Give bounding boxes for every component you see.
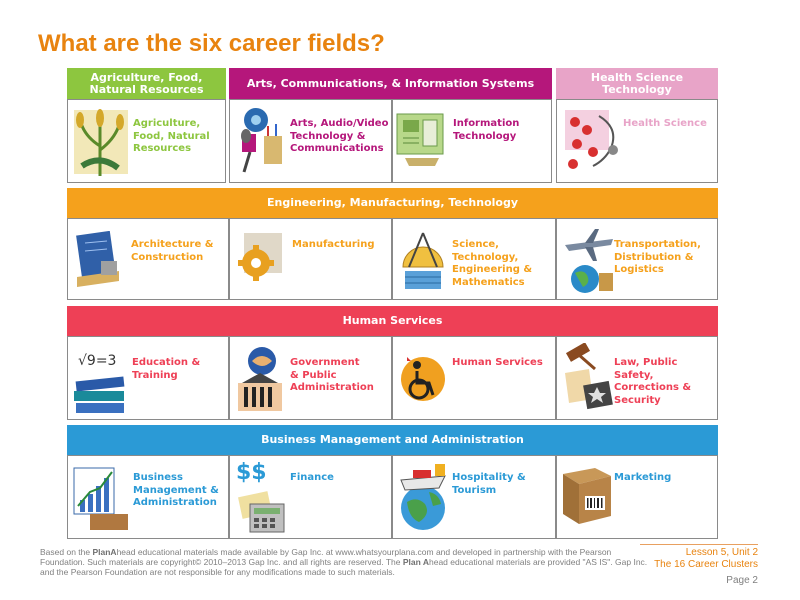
header-agriculture-label: Agriculture, Food, Natural Resources [89,70,204,96]
cluster-cell-manufacturing[interactable]: Manufacturing [229,218,392,300]
cluster-cell-law[interactable]: Law, Public Safety, Corrections & Securi… [556,336,718,420]
footer-brand-2: Plan A [402,557,429,567]
header-human-services-label: Human Services [342,314,443,327]
cluster-label-hospitality: Hospitality & Tourism [452,472,526,496]
footer-text-2: head educational materials made availabl… [40,547,612,567]
cluster-label-transportation: Transportation, Distribution & Logistics [614,239,701,275]
footer-text-3: head educational materials are provided … [40,557,648,577]
cluster-cell-finance[interactable]: $$ Finance [229,455,392,539]
footer-lesson-info: Lesson 5, Unit 2 The 16 Career Clusters [654,547,758,571]
growth-chart-icon [73,467,128,530]
gear-icon [238,233,282,281]
cluster-label-info-tech: Information Technology [453,118,520,142]
page-title: What are the six career fields? [38,30,385,57]
airplane-globe-icon [565,229,613,293]
cluster-cell-stem[interactable]: Science, Technology, Engineering & Mathe… [392,218,556,300]
cluster-label-finance: Finance [290,472,334,483]
cluster-cell-transportation[interactable]: Transportation, Distribution & Logistics [556,218,718,300]
header-agriculture: Agriculture, Food, Natural Resources [67,68,226,99]
cluster-label-marketing: Marketing [614,472,672,483]
cluster-label-architecture: Architecture & Construction [131,239,214,263]
cluster-cell-health-science[interactable]: Health Science [556,99,718,183]
cluster-label-agriculture: Agriculture, Food, Natural Resources [133,118,210,154]
page-number: Page 2 [726,575,758,586]
cluster-cell-info-tech[interactable]: Information Technology [392,99,552,183]
footer-disclaimer: Based on the PlanAhead educational mater… [40,547,650,577]
books-icon [74,376,125,413]
capitol-building-icon [238,347,282,411]
header-engineering: Engineering, Manufacturing, Technology [67,188,718,218]
cluster-label-business-mgmt: Business Management & Administration [133,472,219,508]
cluster-label-human-services: Human Services [452,357,543,368]
cluster-label-arts-av: Arts, Audio/Video Technology & Communica… [290,118,389,154]
gavel-badge-icon [565,343,613,410]
header-health: Health Science Technology [556,68,718,99]
calculator-icon [238,491,285,533]
header-engineering-label: Engineering, Manufacturing, Technology [266,196,519,209]
cluster-cell-education[interactable]: √9=3 Education & Training [67,336,229,420]
header-business: Business Management and Administration [67,425,718,455]
cluster-label-manufacturing: Manufacturing [292,239,375,250]
footer-text-1: Based on the [40,547,93,557]
wheelchair-icon [401,357,445,401]
footer-subtitle: The 16 Career Clusters [654,559,758,570]
cluster-cell-arts-av[interactable]: Arts, Audio/Video Technology & Communica… [229,99,392,183]
cluster-cell-hospitality[interactable]: Hospitality & Tourism [392,455,556,539]
cluster-cell-business-mgmt[interactable]: Business Management & Administration [67,455,229,539]
circuit-board-icon [396,113,444,166]
header-arts-label: Arts, Communications, & Information Syst… [246,76,535,90]
cluster-cell-agriculture[interactable]: Agriculture, Food, Natural Resources [67,99,226,183]
header-human-services: Human Services [67,306,718,336]
cruise-ship-globe-icon [400,464,446,530]
footer-divider [640,544,758,545]
blueprint-icon [76,231,119,287]
stethoscope-icon [565,110,618,169]
package-barcode-icon [563,468,611,524]
footer-brand-1: PlanA [92,547,117,557]
cluster-label-stem: Science, Technology, Engineering & Mathe… [452,239,533,288]
cluster-cell-marketing[interactable]: Marketing [556,455,718,539]
wheat-plant-icon [74,109,128,176]
dollar-sign-icon: $$ [236,460,267,485]
cluster-label-education: Education & Training [132,357,201,381]
cluster-label-government: Government & Public Administration [290,357,374,393]
education-formula-icon: √9=3 [78,353,117,369]
cluster-cell-architecture[interactable]: Architecture & Construction [67,218,229,300]
header-arts: Arts, Communications, & Information Syst… [229,68,552,99]
compass-protractor-icon [402,232,444,289]
header-business-label: Business Management and Administration [261,433,524,446]
header-health-label: Health Science Technology [590,70,684,96]
microphone-film-icon [241,108,282,173]
cluster-cell-human-services[interactable]: Human Services [392,336,556,420]
cluster-label-law: Law, Public Safety, Corrections & Securi… [614,357,692,406]
cluster-cell-government[interactable]: Government & Public Administration [229,336,392,420]
footer-lesson: Lesson 5, Unit 2 [685,547,758,558]
cluster-label-health-science: Health Science [623,118,707,129]
